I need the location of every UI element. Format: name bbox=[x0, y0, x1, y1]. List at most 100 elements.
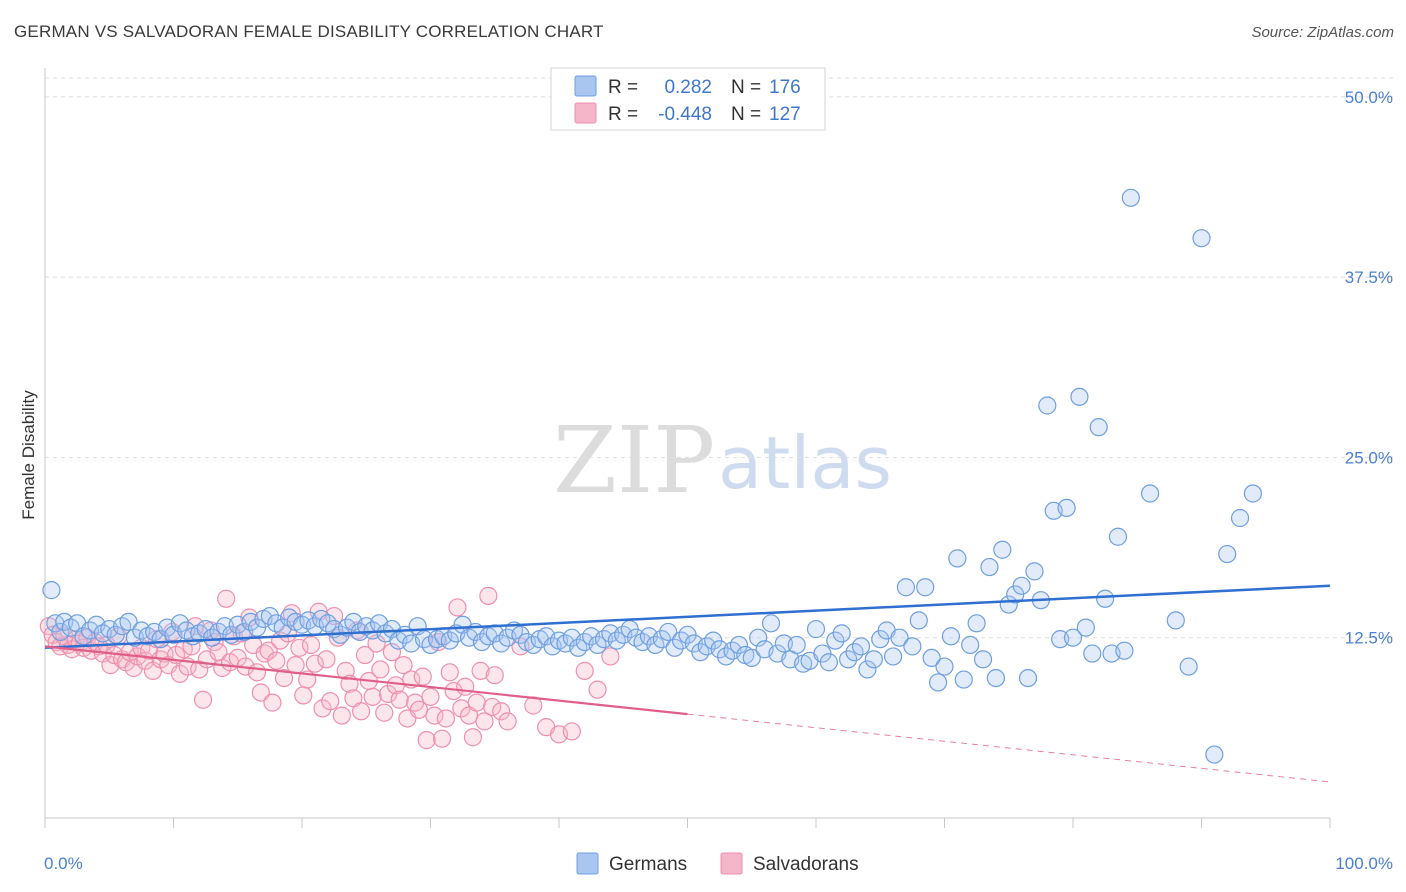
trend-line-germans bbox=[44, 584, 1331, 650]
point-germans bbox=[1179, 657, 1198, 676]
point-germans bbox=[1038, 396, 1057, 415]
point-germans bbox=[832, 624, 851, 643]
point-germans bbox=[1083, 644, 1102, 663]
point-germans bbox=[883, 647, 903, 666]
point-germans bbox=[1089, 418, 1108, 437]
bottom-legend-label-salvadorans: Salvadorans bbox=[753, 854, 859, 875]
point-germans bbox=[51, 622, 70, 642]
point-salvadorans bbox=[463, 728, 483, 747]
point-salvadorans bbox=[498, 712, 517, 731]
point-salvadorans bbox=[274, 668, 294, 688]
germans-points bbox=[42, 188, 1263, 764]
point-germans bbox=[896, 578, 916, 597]
point-germans bbox=[1230, 508, 1250, 528]
source-label: Source: ZipAtlas.com bbox=[1251, 24, 1394, 41]
point-salvadorans bbox=[479, 586, 498, 605]
point-germans bbox=[967, 614, 986, 633]
point-germans bbox=[839, 650, 858, 669]
point-salvadorans bbox=[425, 706, 444, 725]
point-germans bbox=[1057, 498, 1076, 518]
trend-lines bbox=[44, 584, 1331, 783]
point-germans bbox=[1115, 641, 1134, 660]
point-salvadorans bbox=[193, 690, 213, 709]
point-germans bbox=[961, 635, 980, 655]
point-germans bbox=[1108, 527, 1128, 546]
point-germans bbox=[1063, 628, 1083, 647]
point-germans bbox=[652, 630, 671, 649]
point-germans bbox=[761, 614, 781, 633]
point-germans bbox=[948, 549, 967, 568]
point-germans bbox=[742, 648, 761, 668]
point-germans bbox=[928, 673, 948, 692]
x-ticks bbox=[44, 818, 1331, 828]
point-germans bbox=[819, 653, 838, 672]
legend-r-label-salvadorans: R = bbox=[608, 104, 638, 125]
point-germans bbox=[42, 581, 61, 600]
legend-r-value-salvadorans: -0.448 bbox=[658, 104, 712, 125]
point-salvadorans bbox=[355, 645, 375, 665]
point-salvadorans bbox=[440, 663, 459, 682]
point-germans bbox=[909, 611, 928, 630]
point-salvadorans bbox=[352, 702, 371, 721]
point-germans bbox=[935, 657, 954, 676]
point-germans bbox=[511, 625, 530, 644]
point-salvadorans bbox=[332, 706, 351, 725]
legend-swatch-germans bbox=[574, 75, 597, 97]
point-germans bbox=[1205, 745, 1224, 764]
point-germans bbox=[922, 648, 941, 668]
bottom-legend-swatch-germans bbox=[576, 852, 599, 875]
point-germans bbox=[993, 540, 1012, 559]
y-tick-label: 37.5% bbox=[1345, 268, 1393, 287]
y-tick-label: 50.0% bbox=[1345, 88, 1393, 107]
point-salvadorans bbox=[448, 598, 467, 617]
point-germans bbox=[851, 637, 871, 656]
point-salvadorans bbox=[432, 729, 452, 748]
point-germans bbox=[1243, 484, 1263, 503]
point-germans bbox=[665, 638, 684, 657]
point-germans bbox=[826, 631, 845, 650]
point-germans bbox=[980, 557, 999, 577]
point-salvadorans bbox=[467, 693, 486, 712]
point-germans bbox=[260, 606, 279, 626]
grid-lines bbox=[45, 77, 1393, 639]
legend: R = 0.282 N = 176 R = -0.448 N = 127 bbox=[550, 67, 826, 131]
point-salvadorans bbox=[124, 658, 143, 678]
bottom-legend: Germans Salvadorans bbox=[576, 852, 859, 875]
legend-box bbox=[550, 67, 826, 131]
point-salvadorans bbox=[394, 656, 413, 675]
point-germans bbox=[440, 631, 459, 650]
point-germans bbox=[170, 614, 190, 633]
point-salvadorans bbox=[101, 656, 120, 675]
point-germans bbox=[1166, 611, 1185, 630]
point-salvadorans bbox=[436, 709, 456, 728]
point-germans bbox=[1025, 562, 1044, 581]
point-salvadorans bbox=[251, 683, 270, 702]
point-germans bbox=[1076, 618, 1095, 637]
point-germans bbox=[1218, 544, 1237, 564]
point-salvadorans bbox=[417, 731, 436, 750]
point-germans bbox=[119, 612, 138, 631]
watermark-atlas: atlas bbox=[718, 421, 892, 505]
point-germans bbox=[806, 619, 826, 639]
point-salvadorans bbox=[371, 660, 390, 679]
watermark-zip: ZIP bbox=[553, 407, 715, 514]
point-salvadorans bbox=[305, 654, 324, 673]
point-salvadorans bbox=[317, 650, 336, 669]
point-salvadorans bbox=[313, 699, 332, 718]
point-germans bbox=[858, 660, 877, 679]
point-salvadorans bbox=[475, 712, 494, 731]
point-salvadorans bbox=[247, 663, 267, 682]
point-salvadorans bbox=[485, 666, 504, 685]
point-germans bbox=[1070, 387, 1089, 406]
point-salvadorans bbox=[382, 643, 402, 662]
point-salvadorans bbox=[575, 661, 594, 680]
point-germans bbox=[749, 628, 768, 647]
legend-n-value-germans: 176 bbox=[769, 77, 801, 98]
point-salvadorans bbox=[390, 690, 409, 709]
point-germans bbox=[1096, 589, 1115, 608]
bottom-legend-label-germans: Germans bbox=[609, 854, 687, 875]
point-germans bbox=[986, 668, 1006, 688]
point-germans bbox=[864, 650, 883, 669]
point-salvadorans bbox=[456, 677, 475, 696]
point-germans bbox=[1192, 229, 1211, 248]
